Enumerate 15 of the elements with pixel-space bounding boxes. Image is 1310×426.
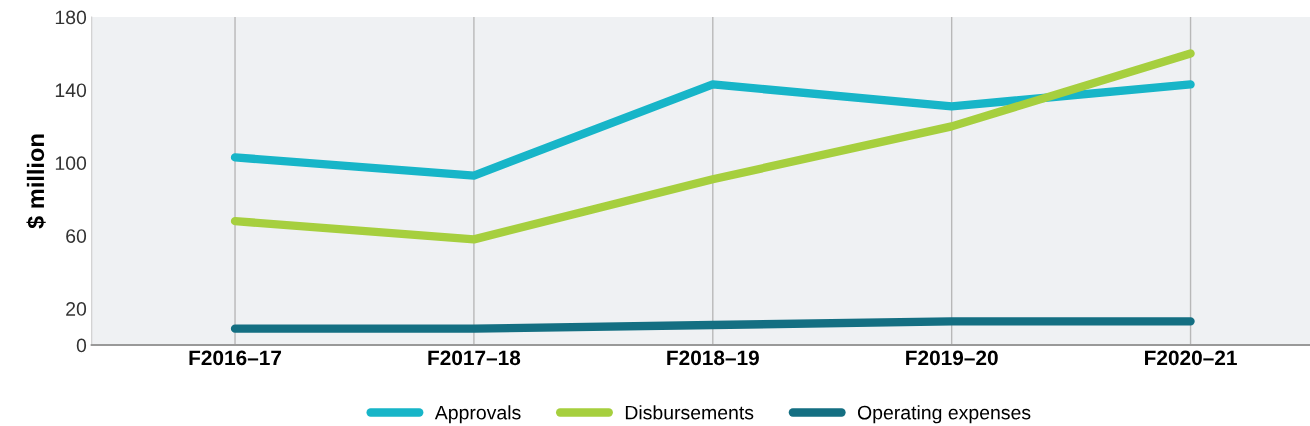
legend-label: Operating expenses bbox=[857, 405, 1031, 424]
y-axis-title: $ million bbox=[26, 134, 46, 229]
y-tick-label: 180 bbox=[55, 10, 87, 25]
x-tick-label: F2020–21 bbox=[1145, 350, 1237, 366]
y-tick-label: 0 bbox=[76, 338, 87, 353]
x-tick-label: F2016–17 bbox=[189, 350, 282, 366]
x-tick-label: F2019–20 bbox=[906, 350, 998, 366]
legend-label: Disbursements bbox=[625, 405, 754, 420]
x-tick-label: F2017–18 bbox=[428, 350, 521, 366]
y-tick-label: 100 bbox=[55, 156, 87, 171]
legend-label: Approvals bbox=[434, 405, 521, 424]
y-tick-label: 140 bbox=[55, 83, 87, 98]
y-tick-label: 60 bbox=[66, 229, 87, 243]
y-tick-label: 20 bbox=[66, 302, 87, 316]
x-tick-label: F2018–19 bbox=[667, 350, 759, 366]
